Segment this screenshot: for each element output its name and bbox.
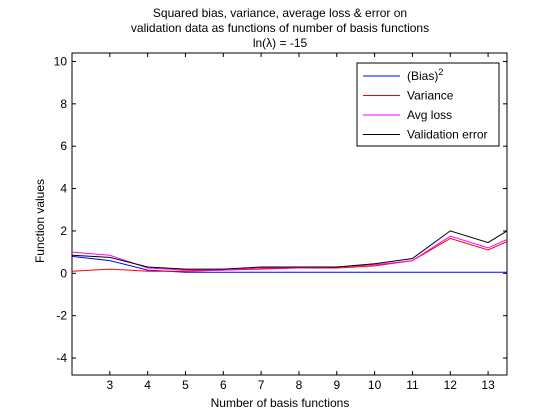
x-axis-label: Number of basis functions xyxy=(210,396,350,410)
y-tick-label: -4 xyxy=(56,351,67,365)
legend-box xyxy=(356,62,500,147)
series-lines xyxy=(71,230,508,273)
y-tick-label: 8 xyxy=(60,97,67,111)
x-tick-label: 4 xyxy=(144,378,151,392)
chart-title-line-3: ln(λ) = -15 xyxy=(252,36,308,50)
legend-label-0: (Bias)2 xyxy=(407,67,443,83)
axis-ticks: 3 4 5 6 7 8 9 10 11 12 13 -4 -2 0 2 4 6 8 10 xyxy=(54,53,507,392)
legend-label-2: Avg loss xyxy=(407,108,452,122)
y-tick-label: -2 xyxy=(56,309,67,323)
x-tick-label: 3 xyxy=(106,378,113,392)
series-line-0 xyxy=(71,255,507,273)
chart-title-line-1: Squared bias, variance, average loss & e… xyxy=(152,6,408,20)
x-tick-label: 13 xyxy=(481,378,495,392)
y-tick-label: 4 xyxy=(60,182,67,196)
x-tick-label: 6 xyxy=(220,378,227,392)
series-line-3 xyxy=(71,230,508,270)
x-tick-label: 10 xyxy=(368,378,382,392)
x-tick-label: 9 xyxy=(333,378,340,392)
chart-title-line-2: validation data as functions of number o… xyxy=(130,21,430,35)
x-tick-label: 12 xyxy=(444,378,458,392)
x-tick-label: 7 xyxy=(258,378,265,392)
legend: (Bias)2 Variance Avg loss Validation error xyxy=(356,62,500,147)
y-tick-label: 6 xyxy=(60,139,67,153)
y-tick-label: 10 xyxy=(54,54,68,68)
y-tick-label: 2 xyxy=(60,224,67,238)
x-tick-label: 11 xyxy=(406,378,419,392)
legend-label-1: Variance xyxy=(407,89,454,103)
legend-label-3: Validation error xyxy=(407,128,487,142)
y-tick-label: 0 xyxy=(60,266,67,280)
x-tick-label: 8 xyxy=(296,378,303,392)
x-tick-label: 5 xyxy=(182,378,189,392)
series-line-2 xyxy=(71,235,508,271)
